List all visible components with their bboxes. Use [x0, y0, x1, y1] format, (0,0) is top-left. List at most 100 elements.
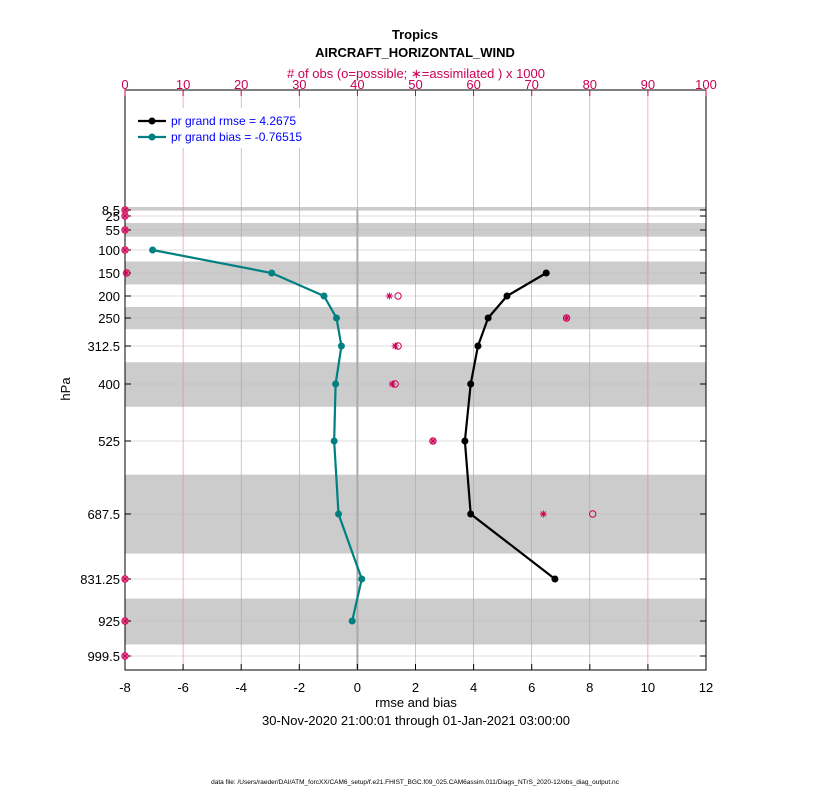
legend-rmse-marker — [148, 117, 156, 125]
rmse-point — [461, 437, 469, 445]
obs-assimilated-marker — [429, 437, 437, 445]
y-tick-label: 250 — [98, 311, 120, 326]
star-stroke — [122, 213, 128, 219]
obs-assimilated-marker — [121, 226, 129, 234]
obs-assimilated-marker — [539, 510, 547, 518]
x-tick-label: 0 — [354, 680, 361, 695]
x-tick-label: 6 — [528, 680, 535, 695]
rmse-point — [503, 292, 511, 300]
bias-point — [268, 269, 276, 277]
bias-point — [320, 292, 328, 300]
bias-point — [332, 380, 340, 388]
x-tick-label: -6 — [177, 680, 189, 695]
rmse-series — [461, 269, 559, 583]
top-tick-label: 80 — [583, 77, 597, 92]
top-tick-label: 40 — [350, 77, 364, 92]
obs-assimilated-marker — [385, 292, 393, 300]
top-tick-label: 90 — [641, 77, 655, 92]
x-tick-label: -4 — [235, 680, 247, 695]
obs-possible-marker — [589, 510, 597, 518]
legend: pr grand rmse = 4.2675 pr grand bias = -… — [129, 108, 325, 148]
x-tick-label: 12 — [699, 680, 713, 695]
x-tick-label: 2 — [412, 680, 419, 695]
x-tick-label: -2 — [294, 680, 306, 695]
obs-assimilated-marker — [121, 206, 129, 214]
y-tick-label: 525 — [98, 434, 120, 449]
star-stroke — [122, 576, 128, 582]
star-stroke — [392, 343, 399, 349]
top-tick-label: 100 — [695, 77, 717, 92]
bias-point — [348, 617, 356, 625]
star-stroke — [122, 207, 128, 213]
y-tick-label: 8.5 — [102, 203, 120, 218]
x-tick-label: 4 — [470, 680, 477, 695]
star-stroke — [389, 381, 396, 387]
y-tick-label: 831.25 — [80, 572, 120, 587]
star-stroke — [430, 438, 436, 444]
bias-series — [149, 246, 366, 625]
y-axis-label: hPa — [58, 377, 73, 401]
star-stroke — [540, 511, 547, 517]
star-stroke — [122, 618, 128, 624]
y-tick-label: 925 — [98, 614, 120, 629]
legend-bias-text: pr grand bias = -0.76515 — [171, 130, 302, 144]
bias-point — [149, 246, 157, 254]
star-stroke — [122, 247, 128, 253]
rmse-point — [467, 380, 475, 388]
top-tick-label: 60 — [466, 77, 480, 92]
x-tick-label: 10 — [641, 680, 655, 695]
y-tick-label: 100 — [98, 243, 120, 258]
x-axis-ticks: -8 -6 -4 -2 0 2 4 6 8 10 12 — [119, 664, 713, 695]
rmse-line — [463, 272, 556, 580]
bias-point — [335, 510, 343, 518]
bias-point — [332, 314, 340, 322]
obs-assimilated-marker — [391, 342, 399, 350]
y-tick-label: 687.5 — [87, 507, 120, 522]
top-tick-label: 50 — [408, 77, 422, 92]
top-tick-label: 10 — [176, 77, 190, 92]
obs-assimilated-marker — [121, 246, 129, 254]
date-range-label: 30-Nov-2020 21:00:01 through 01-Jan-2021… — [262, 713, 570, 728]
legend-bias-marker — [148, 133, 156, 141]
obs-assimilated-marker — [121, 575, 129, 583]
legend-box — [129, 108, 325, 148]
chart-title: Tropics — [392, 27, 438, 42]
y-tick-label: 25 — [106, 209, 120, 224]
rmse-point — [474, 342, 482, 350]
rmse-point — [542, 269, 550, 277]
star-stroke — [563, 315, 570, 321]
y-tick-label: 200 — [98, 289, 120, 304]
obs-assimilated-marker — [121, 652, 129, 660]
y-tick-label: 55 — [106, 223, 120, 238]
y-tick-label: 400 — [98, 377, 120, 392]
rmse-point — [484, 314, 492, 322]
top-tick-label: 30 — [292, 77, 306, 92]
obs-assimilated-marker — [122, 269, 130, 277]
top-tick-label: 20 — [234, 77, 248, 92]
rmse-point — [467, 510, 475, 518]
y-tick-label: 312.5 — [87, 339, 120, 354]
obs-assimilated-marker — [121, 617, 129, 625]
top-tick-label: 70 — [524, 77, 538, 92]
star-stroke — [122, 227, 128, 233]
obs-possible-marker — [394, 292, 402, 300]
x-axis-label: rmse and bias — [375, 695, 457, 710]
rmse-point — [551, 575, 559, 583]
star-stroke — [122, 653, 128, 659]
footer-data-file: data file: /Users/raeder/DAI/ATM_forcXX/… — [211, 779, 620, 786]
top-tick-label: 0 — [121, 77, 128, 92]
obs-assimilated-marker — [121, 212, 129, 220]
star-stroke — [386, 293, 393, 299]
bias-point — [337, 342, 345, 350]
chart-subtitle: AIRCRAFT_HORIZONTAL_WIND — [315, 45, 515, 60]
y-tick-label: 150 — [98, 266, 120, 281]
top-axis-ticks: 0 10 20 30 40 50 60 70 80 90 100 — [121, 77, 717, 96]
bias-point — [330, 437, 338, 445]
top-axis-label: # of obs (o=possible; ∗=assimilated ) x … — [287, 66, 545, 81]
y-tick-label: 999.5 — [87, 649, 120, 664]
star-stroke — [123, 270, 130, 276]
obs-assimilated-marker — [388, 380, 396, 388]
bias-line — [152, 248, 363, 622]
